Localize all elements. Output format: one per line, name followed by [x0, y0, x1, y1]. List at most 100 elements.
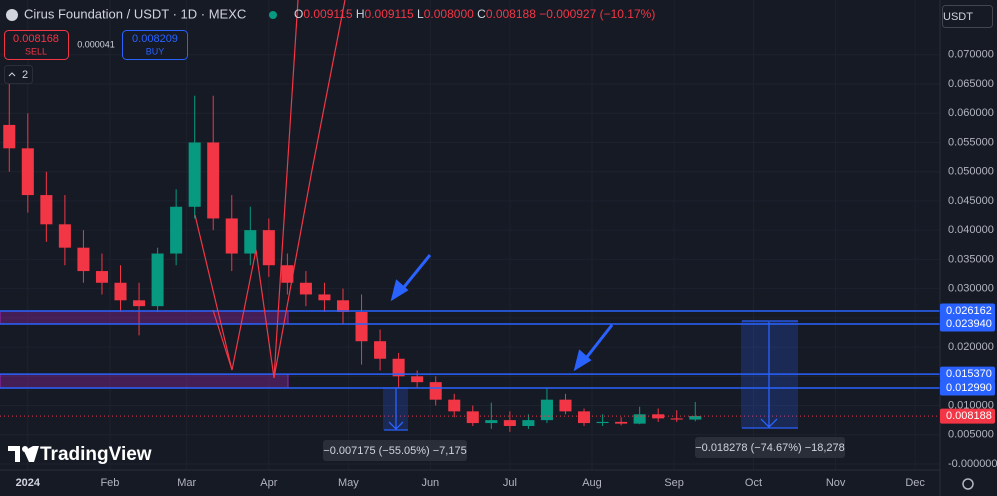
candle-body — [559, 399, 572, 412]
candle-body — [448, 399, 461, 412]
arrow — [573, 324, 614, 372]
candle-body — [652, 414, 665, 419]
x-tick-label: Dec — [905, 477, 925, 489]
y-tick-label: 0.035000 — [948, 253, 994, 265]
measure-label-box — [323, 440, 467, 461]
measure-arrow — [384, 388, 408, 431]
buy-price: 0.008209 — [132, 33, 178, 45]
settings-icon[interactable] — [962, 478, 974, 490]
price-line-tag — [940, 380, 995, 396]
candle-body — [114, 282, 127, 301]
arrow — [390, 254, 432, 302]
price-line-label: 0.026162 — [946, 305, 992, 317]
logo-dot — [22, 446, 28, 452]
candle-body — [411, 376, 424, 383]
candle-body — [392, 358, 405, 377]
indicators-toggle[interactable] — [4, 65, 33, 84]
zigzag — [194, 0, 299, 379]
x-tick-label: Nov — [826, 477, 846, 489]
candle-body — [355, 311, 368, 342]
currency-select[interactable] — [942, 5, 993, 28]
x-tick-label: Aug — [582, 477, 602, 489]
sell-price: 0.008168 — [13, 33, 59, 45]
last-price-tag — [940, 408, 995, 424]
y-tick-label: 0.065000 — [948, 78, 994, 90]
y-tick-label: 0.020000 — [948, 341, 994, 353]
candle-body — [633, 414, 646, 424]
grid — [0, 0, 940, 470]
x-tick-label: May — [338, 477, 359, 489]
ohlc-key: L — [417, 7, 424, 21]
candle-body — [3, 124, 16, 149]
y-tick-label: 0.010000 — [948, 399, 994, 411]
x-tick-label: Oct — [745, 477, 762, 489]
candle-body — [522, 420, 535, 426]
ohlc: O0.009115 H0.009115 L0.008000 C0.008188 … — [294, 7, 655, 21]
candle-body — [207, 142, 220, 219]
y-tick-label: 0.070000 — [948, 49, 994, 61]
ohlc-key: O — [294, 7, 303, 21]
measure-label: −0.018278 (−74.67%) −18,278 — [695, 442, 845, 454]
candle-body — [577, 411, 591, 424]
candle-body — [374, 341, 387, 359]
ohlc-key: H — [356, 7, 365, 21]
y-tick-label: 0.030000 — [948, 283, 994, 295]
candle-body — [170, 206, 183, 254]
y-tick-label: 0.050000 — [948, 166, 994, 178]
buy-label: BUY — [146, 46, 165, 56]
change: −0.000927 (−10.17%) — [539, 7, 655, 21]
buy-button[interactable] — [122, 30, 188, 60]
candle-body — [670, 418, 683, 420]
candle-body — [40, 195, 53, 225]
sell-button[interactable] — [4, 30, 69, 60]
candle-body — [262, 230, 275, 266]
plot — [0, 84, 940, 432]
candle-body — [299, 282, 312, 295]
candle-body — [58, 224, 71, 248]
candle-body — [615, 421, 628, 424]
chevron — [8, 72, 16, 77]
candle-body — [151, 253, 164, 307]
price-line-label: 0.023940 — [946, 318, 992, 330]
candle-body — [95, 271, 108, 283]
candle-body — [336, 300, 350, 312]
candle-body — [133, 300, 146, 307]
branding: TradingView — [8, 444, 152, 465]
candle-body — [244, 230, 257, 254]
y-tick-label: -0.000000 — [948, 458, 997, 470]
y-tick-label: 0.040000 — [948, 224, 994, 236]
currency: USDT — [943, 11, 973, 23]
zigzag — [212, 309, 233, 371]
sell-label: SELL — [25, 46, 47, 56]
candle-body — [485, 420, 498, 424]
header: Cirus Foundation / USDT · 1D · MEXC O0.0… — [4, 5, 993, 84]
y-tick-label: 0.045000 — [948, 195, 994, 207]
price-line-tag — [940, 303, 995, 319]
x-tick-label: Jun — [421, 477, 439, 489]
x-tick-label: Sep — [664, 477, 684, 489]
candle-body — [281, 265, 294, 283]
ohlc-value: 0.009115 — [303, 7, 352, 21]
ohlc-key: C — [477, 7, 486, 21]
candle-body — [429, 382, 442, 400]
x-tick-label: 2024 — [16, 477, 41, 489]
zone — [0, 310, 289, 325]
measure-label: −0.007175 (−55.05%) −7,175 — [323, 445, 466, 457]
ohlc-value: 0.008188 — [486, 7, 536, 21]
candle-body — [225, 218, 238, 254]
status-dot — [269, 11, 277, 19]
price-line-tag — [940, 316, 995, 332]
y-tick-label: 0.005000 — [948, 429, 994, 441]
price-line-label: 0.015370 — [946, 368, 992, 380]
candle-body — [689, 416, 702, 420]
candle-body — [540, 399, 553, 421]
x-tick-label: Apr — [260, 477, 277, 489]
measure-arrow — [742, 320, 798, 429]
price-line-label: 0.012990 — [946, 382, 992, 394]
logo-mark — [8, 446, 39, 462]
candle-body — [596, 421, 609, 424]
zone — [0, 373, 289, 389]
